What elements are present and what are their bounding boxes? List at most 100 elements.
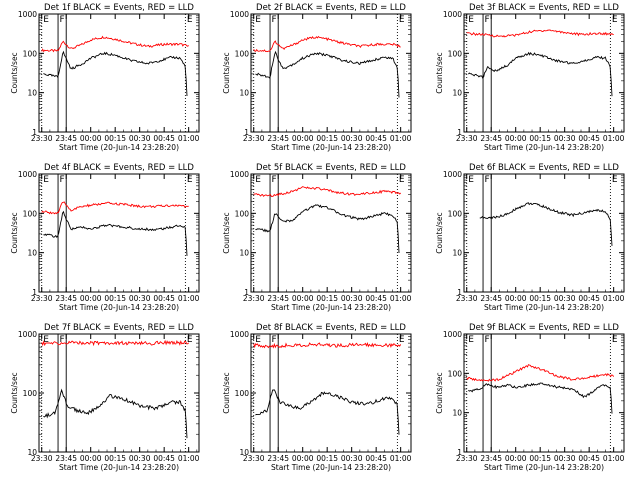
event-marker-label: F xyxy=(60,175,65,185)
events-series-line xyxy=(255,204,400,254)
chart-panel: Det 1f BLACK = Events, RED = LLD 1 10 100 10… xyxy=(10,3,200,152)
event-marker-label: E xyxy=(399,15,405,25)
y-axis-label: Counts/sec xyxy=(10,52,19,93)
panel-title: Det 9f BLACK = Events, RED = LLD xyxy=(469,323,619,333)
event-marker-label: E xyxy=(255,15,261,25)
x-tick-label: 00:30 xyxy=(554,294,576,303)
event-marker-label: E xyxy=(468,175,474,185)
x-tick-label: 01:00 xyxy=(390,134,412,143)
lld-series-line xyxy=(253,35,401,53)
x-tick-label: 00:45 xyxy=(578,294,600,303)
y-tick-label: 1000 xyxy=(230,330,249,339)
event-marker-label: F xyxy=(60,335,65,345)
y-tick-label: 1000 xyxy=(18,330,37,339)
x-axis-label: Start Time (20-Jun-14 23:28:20) xyxy=(59,303,179,312)
events-series-line xyxy=(468,51,613,97)
event-marker-label: E xyxy=(255,335,261,345)
y-axis-label: Counts/sec xyxy=(222,52,231,93)
x-tick-label: 23:30 xyxy=(243,134,265,143)
y-tick-label: 1000 xyxy=(443,170,462,179)
x-tick-label: 00:00 xyxy=(292,454,314,463)
x-axis-label: Start Time (20-Jun-14 23:28:20) xyxy=(271,303,391,312)
x-tick-label: 00:45 xyxy=(578,454,600,463)
lld-series-line xyxy=(466,364,615,382)
x-tick-label: 00:15 xyxy=(104,294,126,303)
x-tick-label: 00:00 xyxy=(505,134,527,143)
x-tick-label: 23:45 xyxy=(267,134,289,143)
y-tick-label: 10 xyxy=(452,249,462,258)
panel-title: Det 8f BLACK = Events, RED = LLD xyxy=(256,323,406,333)
event-marker-label: F xyxy=(485,15,490,25)
lld-series-line xyxy=(41,339,190,347)
chart-panel: Det 3f BLACK = Events, RED = LLD 1 10 100 10… xyxy=(435,3,625,152)
y-tick-label: 1 xyxy=(244,128,249,137)
event-marker-label: E xyxy=(43,335,49,345)
x-tick-label: 01:00 xyxy=(390,454,412,463)
y-tick-label: 1000 xyxy=(18,170,37,179)
panel-title: Det 3f BLACK = Events, RED = LLD xyxy=(469,3,619,13)
y-tick-label: 1000 xyxy=(230,10,249,19)
event-marker-label: E xyxy=(399,175,405,185)
chart-panel: Det 7f BLACK = Events, RED = LLD 10 100 100… xyxy=(10,323,200,472)
x-tick-label: 00:45 xyxy=(365,294,387,303)
x-tick-label: 00:00 xyxy=(292,134,314,143)
plot-frame xyxy=(38,13,200,133)
x-tick-label: 23:30 xyxy=(456,294,478,303)
x-tick-label: 00:30 xyxy=(129,294,151,303)
panel-title: Det 7f BLACK = Events, RED = LLD xyxy=(44,323,194,333)
x-tick-label: 00:15 xyxy=(316,134,338,143)
y-tick-label: 10 xyxy=(27,249,37,258)
y-tick-label: 100 xyxy=(235,49,250,58)
x-axis-label: Start Time (20-Jun-14 23:28:20) xyxy=(271,143,391,152)
x-tick-label: 23:45 xyxy=(480,134,502,143)
x-tick-label: 23:30 xyxy=(456,134,478,143)
y-tick-label: 1 xyxy=(457,288,462,297)
lld-series-line xyxy=(41,201,189,215)
x-axis-label: Start Time (20-Jun-14 23:28:20) xyxy=(484,463,604,472)
plot-frame xyxy=(463,333,625,453)
x-tick-label: 01:00 xyxy=(603,134,625,143)
events-series-line xyxy=(43,50,188,97)
x-tick-label: 00:15 xyxy=(529,454,551,463)
x-tick-label: 00:15 xyxy=(529,294,551,303)
event-marker-label: F xyxy=(485,175,490,185)
x-tick-label: 23:45 xyxy=(480,294,502,303)
y-tick-label: 1000 xyxy=(230,170,249,179)
y-tick-label: 10 xyxy=(27,448,37,457)
x-tick-label: 01:00 xyxy=(390,294,412,303)
x-tick-label: 00:30 xyxy=(129,454,151,463)
y-axis-label: Counts/sec xyxy=(222,372,231,413)
x-axis-label: Start Time (20-Jun-14 23:28:20) xyxy=(271,463,391,472)
event-marker-label: E xyxy=(187,15,193,25)
events-series-line xyxy=(255,389,400,435)
y-axis-label: Counts/sec xyxy=(10,372,19,413)
x-tick-label: 00:00 xyxy=(80,134,102,143)
x-tick-label: 23:30 xyxy=(243,294,265,303)
y-tick-label: 1000 xyxy=(443,10,462,19)
chart-panel: Det 9f BLACK = Events, RED = LLD 1 10 100 10… xyxy=(435,323,625,472)
chart-panel: Det 6f BLACK = Events, RED = LLD 1 10 100 10… xyxy=(435,163,625,312)
y-tick-label: 1 xyxy=(244,288,249,297)
x-tick-label: 00:15 xyxy=(316,294,338,303)
chart-panel: Det 8f BLACK = Events, RED = LLD 10 100 100… xyxy=(222,323,412,472)
y-tick-label: 100 xyxy=(235,209,250,218)
lld-series-line xyxy=(466,29,614,38)
panel-title: Det 4f BLACK = Events, RED = LLD xyxy=(44,163,194,173)
x-tick-label: 00:45 xyxy=(153,294,175,303)
x-tick-label: 00:45 xyxy=(578,134,600,143)
y-tick-label: 10 xyxy=(239,448,249,457)
x-axis-label: Start Time (20-Jun-14 23:28:20) xyxy=(484,143,604,152)
x-axis-label: Start Time (20-Jun-14 23:28:20) xyxy=(59,463,179,472)
chart-panel: Det 4f BLACK = Events, RED = LLD 1 10 100 10… xyxy=(10,163,200,312)
x-tick-label: 00:15 xyxy=(104,134,126,143)
x-tick-label: 00:00 xyxy=(292,294,314,303)
lld-series-line xyxy=(253,341,402,349)
x-tick-label: 00:45 xyxy=(153,134,175,143)
x-tick-label: 23:30 xyxy=(31,134,53,143)
x-tick-label: 00:30 xyxy=(341,294,363,303)
event-marker-label: E xyxy=(43,15,49,25)
panel-title: Det 1f BLACK = Events, RED = LLD xyxy=(44,3,194,13)
x-tick-label: 00:30 xyxy=(341,454,363,463)
x-axis-label: Start Time (20-Jun-14 23:28:20) xyxy=(484,303,604,312)
plot-frame xyxy=(250,13,412,133)
